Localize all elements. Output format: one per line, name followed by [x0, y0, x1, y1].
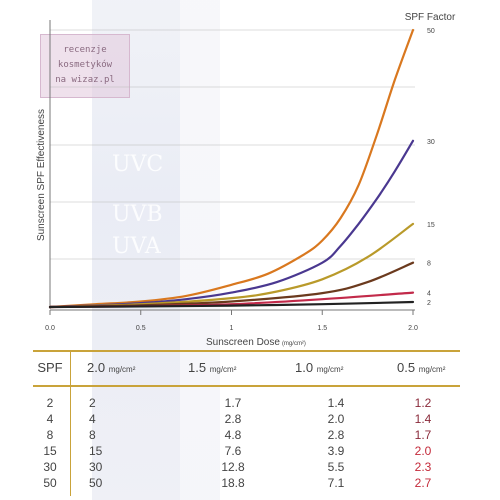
table-cell: 1.2	[414, 396, 432, 410]
table-cell: 2.8	[224, 412, 242, 426]
table-header-dose-0-5-unit: mg/cm²	[418, 365, 446, 374]
x-tick-label-2: 1	[230, 325, 234, 332]
table-cell: 30	[43, 460, 57, 474]
table-header-dose-1-5: 1.5 mg/cm²	[188, 360, 288, 378]
table-cell: 12.8	[221, 460, 245, 474]
series-line-spf-30	[48, 139, 415, 309]
table-column-divider	[70, 352, 71, 496]
table-cell: 8	[46, 428, 54, 442]
spf-table: SPF 2.0 mg/cm² 1.5 mg/cm² 1.0 mg/cm² 0.5…	[33, 350, 460, 491]
chart-grid	[50, 29, 415, 260]
ghost-label-uvb: UVB	[112, 202, 163, 227]
table-cell: 5.5	[327, 460, 345, 474]
x-axis-title: Sunscreen Dose (mg/cm²)	[206, 337, 306, 348]
series-label-spf-30: 30	[427, 139, 435, 146]
series-line-spf-50	[48, 28, 415, 309]
ghost-label-uva: UVA	[112, 234, 161, 259]
x-tick-label-4: 2.0	[408, 325, 418, 332]
table-cell: 50	[89, 476, 103, 490]
watermark-line-3: na wizaz.pl	[55, 75, 115, 85]
table-header-dose-1-5-unit: mg/cm²	[209, 365, 237, 374]
y-axis-title: Sunscreen SPF Effectiveness	[36, 109, 47, 241]
table-header-dose-1-0-value: 1.0	[295, 360, 314, 375]
table-cell: 2	[89, 396, 96, 410]
sunscreen-line-chart: 0.0 0.5 1 1.5 2.0 50 30 15 8 4 2 SPF Factor Sunsc…	[36, 12, 456, 348]
series-line-spf-15	[48, 222, 415, 309]
table-row: 2 2 1.7 1.4 1.2	[33, 395, 460, 411]
watermark-stamp: recenzje kosmetyków na wizaz.pl	[40, 34, 130, 98]
table-header-dose-1-0: 1.0 mg/cm²	[295, 360, 395, 378]
series-label-spf-4: 4	[427, 291, 431, 298]
series-line-spf-2	[48, 300, 415, 309]
x-tick-label-3: 1.5	[317, 325, 327, 332]
legend-title: SPF Factor	[405, 12, 456, 23]
table-cell: 1.4	[414, 412, 432, 426]
table-cell: 1.4	[327, 396, 345, 410]
table-cell: 1.7	[224, 396, 242, 410]
chart-labels: 50 30 15 8 4 2	[427, 28, 435, 307]
chart-series	[48, 28, 415, 309]
table-cell: 7.6	[224, 444, 242, 458]
table-cell: 2.8	[327, 428, 345, 442]
table-header-dose-2-0-value: 2.0	[87, 360, 106, 375]
x-tick-label-0: 0.0	[45, 325, 55, 332]
table-cell: 2.7	[414, 476, 432, 490]
table-cell: 2	[46, 396, 54, 410]
series-label-spf-2: 2	[427, 300, 431, 307]
table-cell: 1.7	[414, 428, 432, 442]
table-row: 8 8 4.8 2.8 1.7	[33, 427, 460, 443]
table-body: 2 2 1.7 1.4 1.2 4 4 2.8 2.0 1.4 8 8 4.8 2.8 1.7 15 15 7.6…	[33, 387, 460, 491]
table-cell: 18.8	[221, 476, 245, 490]
table-cell: 30	[89, 460, 103, 474]
table-row: 30 30 12.8 5.5 2.3	[33, 459, 460, 475]
table-header-dose-2-0: 2.0 mg/cm²	[87, 360, 177, 378]
table-header-dose-2-0-unit: mg/cm²	[108, 365, 136, 374]
table-row: 15 15 7.6 3.9 2.0	[33, 443, 460, 459]
table-cell: 3.9	[327, 444, 345, 458]
table-header-dose-1-5-value: 1.5	[188, 360, 207, 375]
x-axis-unit: (mg/cm²)	[282, 341, 306, 347]
table-cell: 4	[89, 412, 96, 426]
table-cell: 4	[46, 412, 54, 426]
table-cell: 2.0	[327, 412, 345, 426]
x-axis-title-text: Sunscreen Dose	[206, 337, 280, 348]
table-header-dose-1-0-unit: mg/cm²	[316, 365, 344, 374]
table-header-dose-0-5: 0.5 mg/cm²	[397, 360, 497, 378]
table-cell: 15	[89, 444, 103, 458]
series-label-spf-50: 50	[427, 28, 435, 35]
table-cell: 7.1	[327, 476, 345, 490]
table-cell: 2.3	[414, 460, 432, 474]
table-row: 4 4 2.8 2.0 1.4	[33, 411, 460, 427]
table-header-spf: SPF	[37, 360, 63, 375]
series-label-spf-8: 8	[427, 261, 431, 268]
background-band-secondary	[180, 0, 220, 500]
table-header-dose-0-5-value: 0.5	[397, 360, 416, 375]
table-header-row: SPF 2.0 mg/cm² 1.5 mg/cm² 1.0 mg/cm² 0.5…	[33, 352, 460, 387]
x-tick-label-1: 0.5	[136, 325, 146, 332]
watermark-line-1: recenzje	[63, 45, 107, 55]
table-cell: 2.0	[414, 444, 432, 458]
ghost-label-uvc: UVC	[112, 152, 164, 177]
table-cell: 50	[43, 476, 57, 490]
chart-axes: 0.0 0.5 1 1.5 2.0	[45, 20, 418, 332]
table-cell: 15	[43, 444, 57, 458]
watermark-line-2: kosmetyków	[57, 60, 113, 70]
table-cell: 8	[89, 428, 96, 442]
series-label-spf-15: 15	[427, 222, 435, 229]
table-row: 50 50 18.8 7.1 2.7	[33, 475, 460, 491]
table-cell: 4.8	[224, 428, 242, 442]
